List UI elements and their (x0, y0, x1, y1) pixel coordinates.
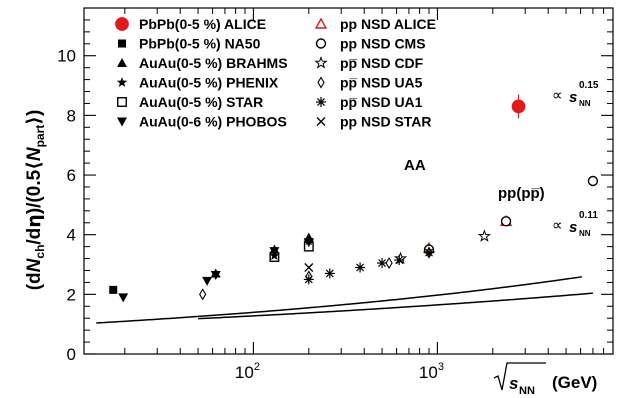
data-point (477, 229, 492, 242)
legend-item: PbPb(0-5 %) NA50 (118, 36, 261, 52)
data-point (202, 276, 213, 286)
fit-curves (96, 276, 593, 324)
svg-text:s: s (569, 89, 577, 106)
svg-text:0.15: 0.15 (579, 80, 599, 91)
fit-curve-aa (96, 276, 583, 324)
data-point (324, 268, 335, 279)
legend-marker (117, 97, 127, 107)
axis-ticks: 0 2 4 6 8 10 102 103 (57, 8, 614, 382)
legend-label: pp NSD STAR (340, 114, 432, 130)
fit-annotation-pp: ∝ s 0.11 NN (552, 210, 598, 238)
legend-item: pp̅ NSD UA1 (316, 94, 423, 110)
legend-label: pp NSD ALICE (340, 16, 436, 32)
legend-marker (117, 58, 127, 67)
svg-text:∝: ∝ (552, 87, 563, 104)
curve-label-aa: AA (404, 157, 426, 174)
legend-item: pp NSD ALICE (314, 16, 436, 32)
legend-item: PbPb(0-5 %) ALICE (115, 16, 266, 32)
data-point (500, 216, 512, 227)
data-point (303, 274, 314, 285)
plot-border (83, 7, 614, 355)
data-point (385, 256, 393, 270)
plot-frame (83, 7, 614, 355)
legend-marker (116, 77, 128, 87)
legend-label: AuAu(0-5 %) PHENIX (139, 75, 279, 91)
fit-annotation-aa: ∝ s 0.15 NN (552, 80, 599, 108)
legend-marker (314, 56, 328, 69)
legend-marker (316, 97, 326, 107)
data-point (304, 263, 314, 272)
legend-label: pp̅ NSD UA1 (340, 94, 423, 110)
y-tick-label: 8 (67, 106, 76, 125)
x-tick-label: 102 (235, 361, 260, 382)
y-tick-label: 0 (67, 345, 76, 364)
legend-item: AuAu(0-5 %) PHENIX (116, 75, 279, 91)
legend-marker (316, 117, 326, 126)
legend-marker (118, 39, 126, 48)
svg-text:NN: NN (519, 385, 535, 397)
legend-label: AuAu(0-5 %) STAR (139, 94, 263, 110)
svg-text:NN: NN (579, 99, 591, 108)
data-point (199, 288, 207, 301)
data-point (394, 255, 405, 266)
legend-marker (317, 76, 325, 89)
data-point (355, 262, 366, 273)
svg-text:0.11: 0.11 (579, 210, 598, 221)
data-point (269, 247, 280, 257)
legend: PbPb(0-5 %) ALICE PbPb(0-5 %) NA50 AuAu(0-… (115, 16, 436, 130)
data-point (109, 285, 118, 294)
legend-label: PbPb(0-5 %) ALICE (139, 16, 266, 32)
legend-item: AuAu(0-5 %) STAR (117, 94, 263, 110)
data-point (424, 247, 435, 258)
legend-label: AuAu(0-5 %) BRAHMS (139, 55, 288, 71)
data-point (377, 258, 388, 269)
svg-text:∝: ∝ (552, 217, 563, 234)
legend-item: pp NSD STAR (316, 114, 432, 130)
data-point (210, 270, 221, 280)
x-tick-label: 103 (419, 361, 444, 382)
legend-marker (315, 38, 327, 49)
legend-label: PbPb(0-5 %) NA50 (139, 36, 261, 52)
x-axis-title: s NN (GeV) (493, 362, 597, 397)
legend-label: pp̅ NSD UA5 (340, 75, 423, 91)
y-tick-label: 2 (67, 285, 76, 304)
legend-label: pp NSD CMS (340, 36, 426, 52)
legend-label: AuAu(0-6 %) PHOBOS (139, 114, 287, 130)
data-point (511, 99, 526, 114)
data-point (587, 175, 599, 187)
legend-label: pp̅ NSD CDF (340, 55, 424, 71)
svg-text:s: s (569, 219, 577, 236)
data-points (109, 94, 599, 303)
legend-item: pp̅ NSD CDF (314, 55, 424, 71)
svg-text:(GeV): (GeV) (552, 373, 597, 392)
legend-marker (314, 17, 328, 29)
legend-item: AuAu(0-6 %) PHOBOS (117, 114, 287, 130)
y-tick-label: 4 (67, 226, 76, 245)
data-point (118, 293, 129, 303)
legend-marker (115, 17, 129, 31)
data-point (303, 238, 314, 248)
svg-text:s: s (509, 374, 518, 393)
legend-item: pp̅ NSD UA5 (317, 75, 423, 91)
fit-curve-pp (198, 292, 593, 320)
y-tick-label: 10 (57, 47, 76, 66)
legend-item: pp NSD CMS (315, 36, 426, 52)
y-tick-label: 6 (67, 166, 76, 185)
curve-label-pp: pp(pp̅) (498, 185, 545, 202)
legend-marker (117, 117, 127, 127)
svg-text:NN: NN (579, 229, 591, 238)
legend-item: AuAu(0-5 %) BRAHMS (117, 55, 288, 71)
